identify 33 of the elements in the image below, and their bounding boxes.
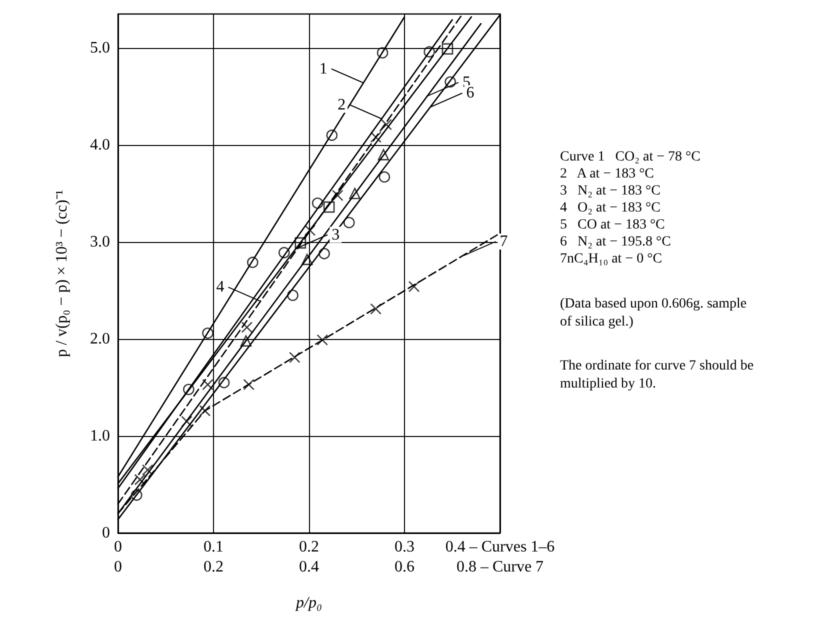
annotation: 6 [466, 84, 474, 102]
y-tick-label: 4.0 [90, 136, 110, 154]
annotation: 2 [338, 96, 346, 114]
x-tick-label: 0.1 [204, 538, 224, 556]
x-tick-label: 0.3 [394, 538, 414, 556]
text: 5 CO at − 183 °C [560, 218, 665, 232]
annotation: 7 [500, 233, 508, 250]
x2-tick-label: 0.2 [204, 558, 224, 576]
annotation: 3 [332, 226, 340, 244]
x2-tick-label: 0.8 – Curve 7 [456, 558, 544, 576]
text: 7nC₄H₁₀ at − 0 °C [560, 252, 662, 266]
text: 3 N₂ at − 183 °C [560, 184, 660, 198]
y-tick-label: 2.0 [90, 330, 110, 348]
x-tick-label: 0.4 – Curves 1–6 [445, 538, 555, 556]
x2-tick-label: 0.4 [299, 558, 319, 576]
text: (Data based upon 0.606g. sample of silica gel.) [560, 296, 750, 330]
text: Curve 1 CO₂ at − 78 °C [560, 150, 700, 164]
text: 2 A at − 183 °C [560, 166, 654, 182]
text: 6 N₂ at − 195.8 °C [560, 234, 671, 250]
y-tick-label: 3.0 [90, 233, 110, 250]
annotation: 4 [216, 278, 224, 296]
y-tick-label: 0 [102, 524, 110, 542]
annotation: 1 [319, 60, 328, 78]
x2-tick-label: 0 [114, 558, 122, 576]
y-tick-label: 1.0 [90, 427, 110, 444]
x-axis-title: p/p₀ [294, 594, 322, 612]
x2-tick-label: 0.6 [394, 558, 414, 576]
text: The ordinate for curve 7 should be multiplied by 10. [560, 358, 758, 392]
y-axis-title: p / v(p₀ − p) × 10³ − (cc)⁻¹ [54, 190, 70, 358]
x-tick-label: 0 [114, 538, 122, 556]
y-tick-label: 5.0 [90, 39, 110, 56]
x-tick-label: 0.2 [299, 538, 319, 556]
text: 4 O₂ at − 183 °C [560, 200, 660, 216]
